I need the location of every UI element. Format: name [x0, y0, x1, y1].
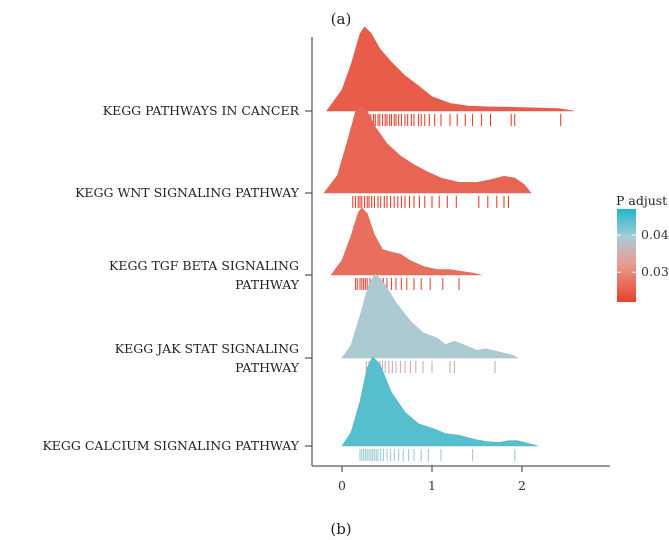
- density-curve: [341, 356, 539, 447]
- ridge-3: [330, 207, 482, 290]
- legend-colorbar: [617, 209, 636, 302]
- color-legend: P adjust 0.04 0.03: [616, 193, 669, 302]
- category-label: KEGG CALCIUM SIGNALING PATHWAY: [42, 438, 299, 453]
- legend-tick-label: 0.03: [641, 264, 669, 279]
- ridge-2: [323, 104, 532, 208]
- category-label: KEGG PATHWAYS IN CANCER: [103, 103, 300, 118]
- x-tick-label: 2: [518, 478, 526, 493]
- panel-label-bottom: (b): [330, 520, 351, 538]
- x-tick-label: 1: [428, 478, 436, 493]
- x-tick-label: 0: [338, 478, 346, 493]
- legend-title: P adjust: [616, 193, 667, 208]
- plot-area: [323, 26, 575, 461]
- category-label: KEGG JAK STAT SIGNALING: [115, 341, 299, 356]
- density-curve: [341, 273, 519, 359]
- panel-label-top: (a): [331, 10, 352, 28]
- category-label: KEGG WNT SIGNALING PATHWAY: [75, 185, 300, 200]
- category-label: PATHWAY: [235, 277, 300, 292]
- legend-ticks: 0.04 0.03: [617, 227, 669, 279]
- density-curve: [326, 26, 575, 112]
- x-axis: 0 1 2: [312, 465, 610, 493]
- category-label: PATHWAY: [235, 360, 300, 375]
- density-curve: [330, 207, 482, 276]
- density-curve: [323, 104, 532, 194]
- legend-tick-label: 0.04: [641, 227, 669, 242]
- ridge-5: [341, 356, 539, 461]
- category-label: KEGG TGF BETA SIGNALING: [109, 258, 299, 273]
- y-axis: KEGG PATHWAYS IN CANCER KEGG WNT SIGNALIN…: [42, 37, 313, 466]
